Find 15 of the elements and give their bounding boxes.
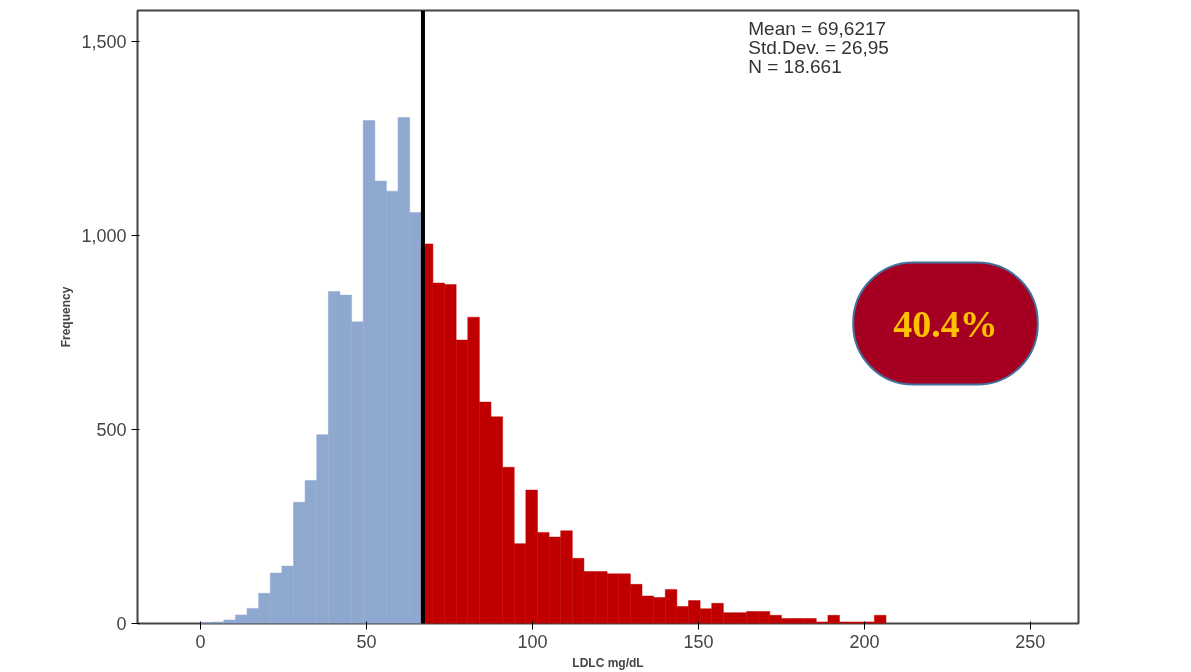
y-tick-label: 0	[116, 614, 127, 634]
x-tick-label: 0	[195, 631, 206, 652]
x-tick-label: 200	[849, 631, 880, 652]
annotation: N = 18.661	[748, 55, 842, 77]
x-tick-label: 50	[356, 631, 377, 652]
x-tick-label: 100	[517, 631, 548, 652]
x-axis-title: LDLC mg/dL	[572, 655, 644, 670]
y-tick-label: 500	[96, 420, 127, 441]
annotation: Mean = 69,6217	[748, 17, 887, 39]
annotation: 40.4%	[893, 302, 998, 345]
y-tick-label: 1,000	[81, 226, 127, 247]
x-tick-label: 250	[1015, 631, 1046, 652]
x-tick-label: 150	[683, 631, 714, 652]
y-tick-label: 1,500	[81, 32, 127, 53]
y-axis-title: Frequency	[59, 286, 74, 348]
